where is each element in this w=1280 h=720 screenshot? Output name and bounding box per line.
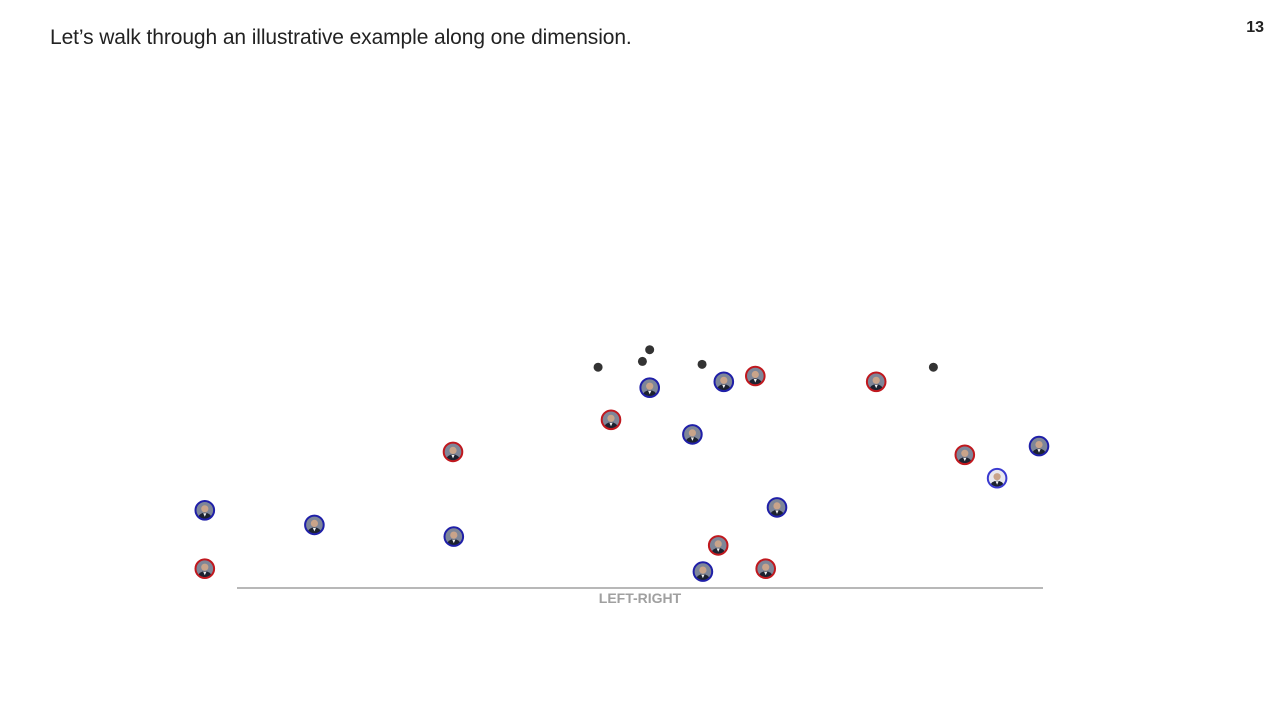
data-point-dot [637, 356, 647, 366]
data-point-portrait-republican [954, 444, 976, 466]
data-point-portrait-democrat [1028, 435, 1050, 457]
points-layer [194, 345, 1050, 582]
x-axis-label: LEFT-RIGHT [599, 590, 682, 606]
data-point-portrait-republican [707, 535, 729, 556]
page-number: 13 [1246, 19, 1264, 36]
data-point-portrait-democrat [304, 514, 325, 536]
data-point-dot [645, 345, 655, 355]
data-point-portrait-republican [865, 371, 887, 393]
slide-title: Let’s walk through an illustrative examp… [50, 26, 632, 49]
data-point-portrait-republican [755, 558, 777, 580]
data-point-dot [928, 362, 938, 372]
data-point-portrait-republican [442, 441, 464, 463]
data-point-portrait-republican [194, 558, 216, 580]
data-point-portrait-democrat [766, 497, 788, 518]
data-point-dot [593, 362, 603, 372]
data-point-portrait-democrat [194, 499, 216, 521]
data-point-portrait-democrat [713, 371, 735, 393]
data-point-portrait-democrat [682, 424, 703, 445]
data-point-portrait-light [986, 467, 1008, 489]
data-point-portrait-republican [600, 409, 622, 431]
data-point-portrait-republican [744, 365, 766, 387]
data-point-portrait-democrat [443, 526, 465, 547]
data-point-portrait-democrat [692, 561, 714, 582]
data-point-dot [697, 359, 707, 369]
data-point-portrait-democrat [639, 377, 661, 399]
